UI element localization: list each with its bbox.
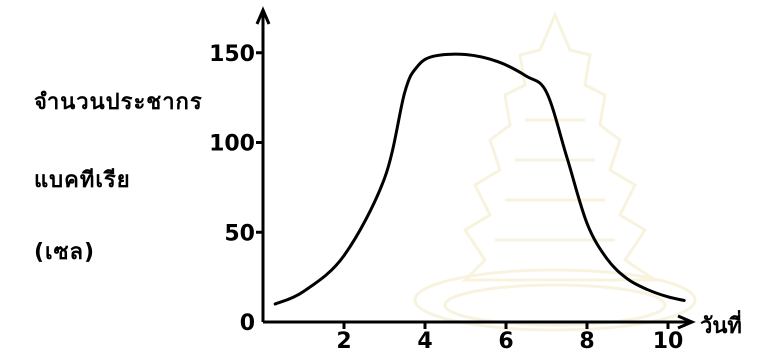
x-axis-label: วันที่ [700,309,742,339]
x-axis-arrow [677,314,696,330]
y-axis-arrow [255,6,271,25]
x-tick-label: 6 [498,329,513,352]
y-tick-label: 100 [209,132,255,157]
series-line [273,52,686,306]
x-tick-label: 10 [653,329,684,352]
y-axis-label-line-3: (เซล) [34,240,96,265]
y-axis-label-line-1: จำนวนประชากร [34,90,203,115]
x-tick-label: 8 [579,329,594,352]
tick-group: 0 50 100 150 2 4 6 8 10 [209,42,683,352]
y-tick-label: 50 [224,221,255,246]
y-tick-label: 0 [240,311,255,336]
x-tick-label: 4 [417,329,432,352]
axes [255,6,696,330]
y-tick-label: 150 [209,42,255,67]
y-axis-label-line-2: แบคทีเรีย [34,168,131,193]
x-tick-label: 2 [336,329,351,352]
